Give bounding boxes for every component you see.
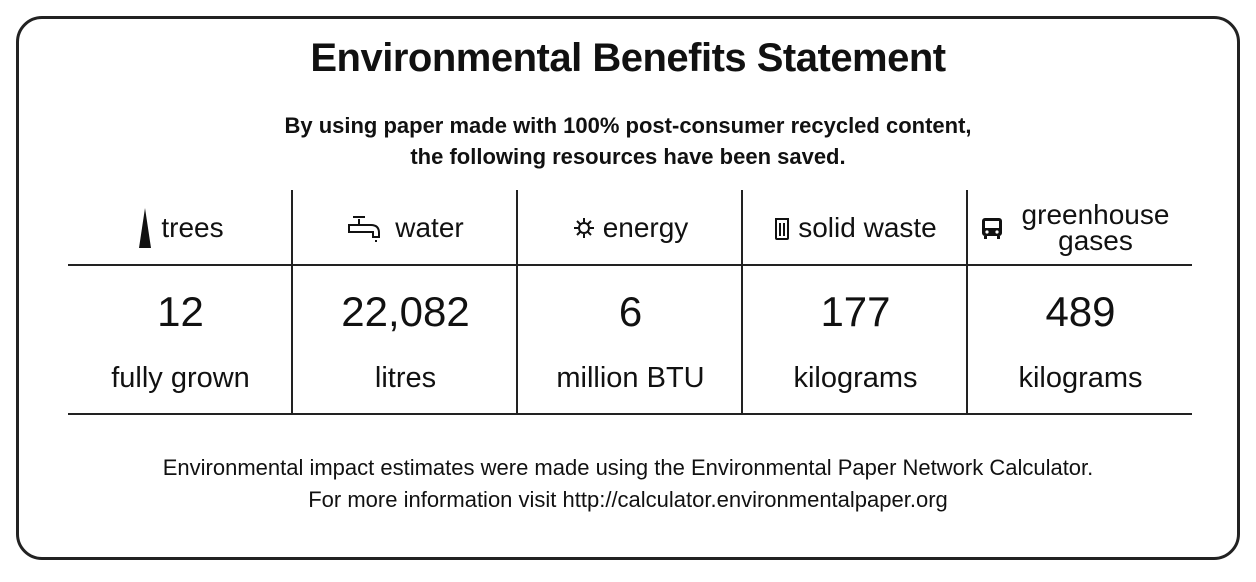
column-divider <box>741 190 743 414</box>
value: 489 <box>1045 288 1116 335</box>
column-header: solid waste <box>743 190 968 265</box>
column-header: water <box>293 190 518 265</box>
subtitle: By using paper made with 100% post-consu… <box>284 113 972 138</box>
value: 6 <box>618 288 643 335</box>
column-label: solid waste <box>798 211 937 243</box>
column-header: energy <box>518 190 743 265</box>
column: trees 12 fully grown <box>68 190 293 414</box>
table-rule <box>68 413 1192 415</box>
bin-icon <box>775 217 790 240</box>
column-divider <box>516 190 518 414</box>
sun-icon <box>573 217 594 238</box>
value: 12 <box>157 288 204 335</box>
column-header: greenhouse gases <box>968 190 1193 265</box>
unit: million BTU <box>556 362 705 394</box>
column-divider <box>291 190 293 414</box>
column-label: energy <box>602 211 689 243</box>
bus-icon <box>981 217 1002 239</box>
column: water 22,082 litres <box>293 190 518 414</box>
title: Environmental Benefits Statement <box>310 36 946 80</box>
footer-note: Environmental impact estimates were made… <box>162 455 1094 480</box>
value: 22,082 <box>341 288 470 335</box>
column-label: trees <box>161 211 224 243</box>
column-header: trees <box>68 190 293 265</box>
column-divider <box>966 190 968 414</box>
column-label: water <box>395 211 464 243</box>
unit: fully grown <box>111 362 250 394</box>
subtitle: the following resources have been saved. <box>410 144 846 169</box>
tap-icon <box>348 215 381 242</box>
column: energy 6 million BTU <box>518 190 743 414</box>
value: 177 <box>820 288 891 335</box>
column-label: greenhouse gases <box>1021 198 1170 256</box>
unit: kilograms <box>793 362 918 394</box>
border-frame <box>16 16 1240 560</box>
unit: kilograms <box>1018 362 1143 394</box>
tree-icon <box>139 207 152 248</box>
column: greenhouse gases 489 kilograms <box>968 190 1193 414</box>
unit: litres <box>374 362 437 394</box>
table-rule <box>68 264 1192 266</box>
column: solid waste 177 kilograms <box>743 190 968 414</box>
footer-note: For more information visit http://calcul… <box>308 487 948 512</box>
